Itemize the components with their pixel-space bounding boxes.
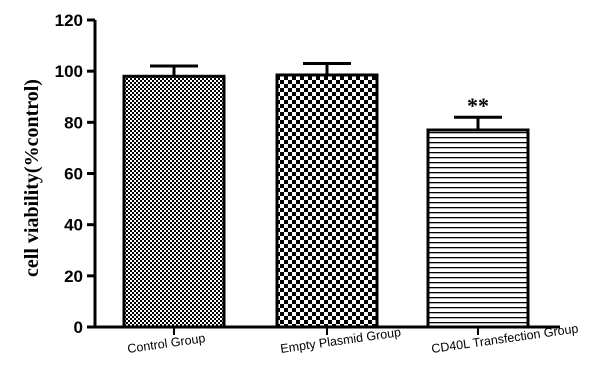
y-tick-label: 120 — [55, 11, 83, 30]
y-tick-label: 60 — [64, 165, 83, 184]
y-tick-label: 100 — [55, 62, 83, 81]
bar — [275, 73, 379, 329]
y-tick-label: 20 — [64, 267, 83, 286]
significance-annotation: ** — [467, 93, 489, 118]
y-tick-label: 40 — [64, 216, 83, 235]
bar — [122, 74, 226, 329]
plot-area: 0 20 40 60 80 100 120 Control Group Empty Plasmi… — [55, 11, 580, 356]
x-tick-label: Control Group — [126, 331, 206, 356]
y-tick-label: 0 — [74, 318, 83, 337]
y-tick-label: 80 — [64, 113, 83, 132]
x-tick-label: Empty Plasmid Group — [279, 325, 401, 356]
bar — [426, 128, 530, 329]
y-axis-label: cell viability(%control) — [21, 79, 43, 277]
